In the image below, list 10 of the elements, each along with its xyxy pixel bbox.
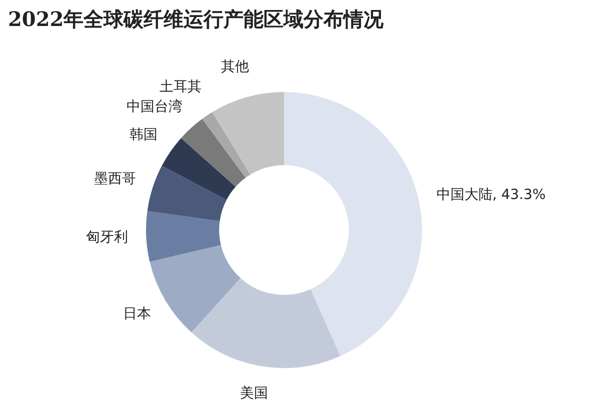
slice-label: 匈牙利 — [86, 229, 128, 246]
slice-label: 韩国 — [130, 127, 158, 144]
chart-title: 2022年全球碳纤维运行产能区域分布情况 — [8, 6, 385, 33]
slice-label: 土耳其 — [160, 78, 202, 95]
slice-label: 日本 — [123, 306, 152, 322]
slice-label: 墨西哥 — [94, 170, 136, 187]
slice-label: 中国大陆, 43.3% — [436, 186, 546, 203]
slice-label: 中国台湾 — [126, 98, 182, 115]
slice-label: 其他 — [221, 58, 250, 75]
slice-label: 美国 — [240, 386, 268, 402]
